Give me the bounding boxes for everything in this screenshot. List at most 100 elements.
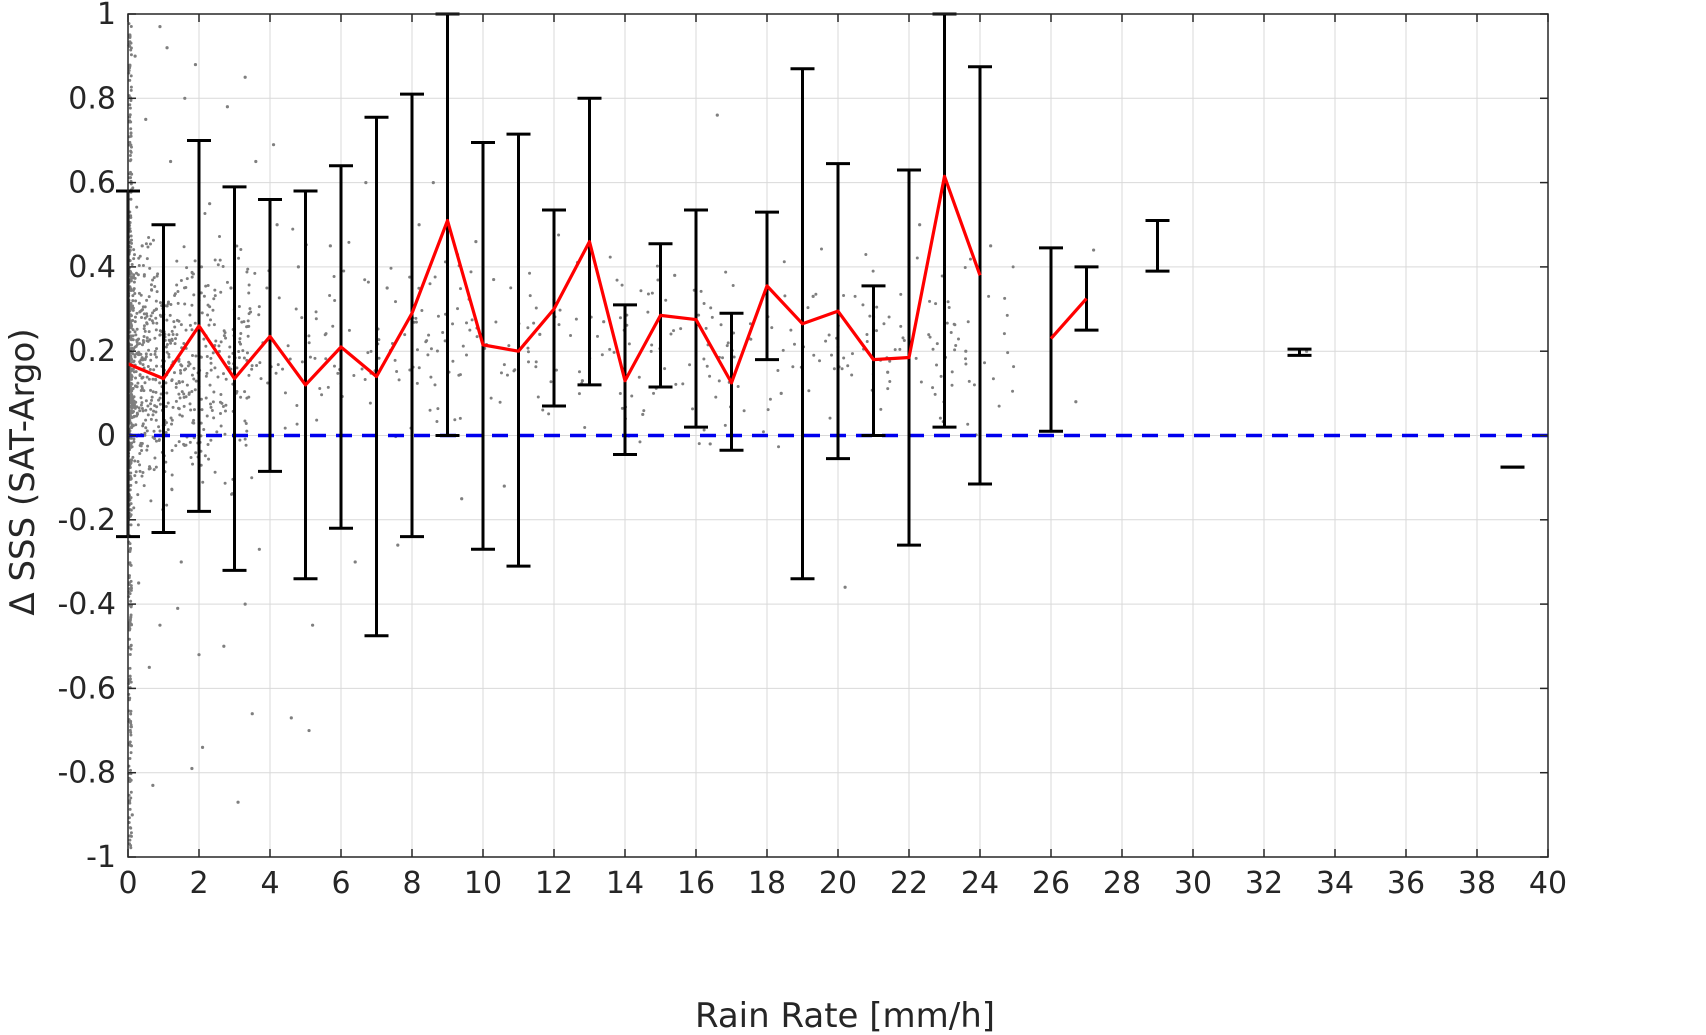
scatter-point [132, 287, 136, 291]
scatter-point [526, 360, 530, 364]
scatter-point [174, 399, 178, 403]
scatter-point [136, 493, 140, 497]
scatter-point [461, 344, 465, 348]
scatter-point [183, 302, 187, 306]
scatter-point [129, 523, 133, 527]
scatter-point [169, 159, 173, 164]
scatter-point [131, 308, 135, 312]
scatter-point [257, 305, 261, 309]
scatter-point [296, 265, 300, 269]
scatter-point [237, 304, 241, 308]
scatter-point [811, 294, 815, 299]
scatter-point [191, 354, 195, 358]
scatter-point [143, 431, 147, 435]
scatter-point [708, 442, 712, 446]
scatter-point [190, 303, 194, 307]
scatter-point [151, 311, 155, 315]
axes-frame [127, 13, 1549, 858]
scatter-point [933, 392, 937, 396]
scatter-point [129, 134, 133, 138]
scatter-point [153, 349, 157, 353]
scatter-point [129, 831, 133, 835]
scatter-point [170, 418, 174, 422]
scatter-point [223, 481, 227, 485]
scatter-point [216, 375, 220, 379]
scatter-point [128, 807, 132, 811]
scatter-point [153, 352, 157, 356]
scatter-point [499, 371, 503, 375]
scatter-point [901, 336, 905, 340]
scatter-point [193, 62, 198, 67]
scatter-point [887, 315, 891, 319]
scatter-point [154, 377, 158, 381]
scatter-point [717, 379, 721, 383]
scatter-point [250, 476, 254, 480]
scatter-point [333, 298, 337, 302]
scatter-point [169, 416, 173, 420]
scatter-point [709, 306, 713, 310]
scatter-point [842, 294, 846, 298]
scatter-point [192, 408, 196, 412]
scatter-point [281, 367, 285, 371]
scatter-point [176, 289, 180, 293]
scatter-point [140, 343, 144, 347]
scatter-point [180, 414, 184, 418]
scatter-point [146, 413, 150, 417]
scatter-point [128, 508, 132, 512]
scatter-point [213, 470, 217, 474]
scatter-point [615, 278, 619, 282]
scatter-point [145, 312, 149, 316]
scatter-point [177, 381, 181, 385]
scatter-point [169, 341, 173, 345]
scatter-point [133, 330, 137, 334]
scatter-point [314, 317, 318, 321]
scatter-point [656, 278, 660, 282]
scatter-point [152, 429, 156, 433]
scatter-point [200, 265, 204, 269]
scatter-point [236, 800, 240, 804]
scatter-point [868, 314, 872, 318]
scatter-point [389, 266, 393, 270]
scatter-point [178, 368, 182, 372]
scatter-point [458, 416, 462, 420]
scatter-point [149, 402, 153, 406]
scatter-point [888, 359, 892, 363]
scatter-point [169, 303, 173, 307]
scatter-point [435, 349, 439, 353]
scatter-point [170, 449, 174, 453]
scatter-point [128, 801, 132, 805]
scatter-point [242, 356, 246, 360]
scatter-point [554, 368, 558, 372]
scatter-point [172, 320, 176, 324]
scatter-point [154, 355, 158, 359]
scatter-point [154, 390, 158, 394]
scatter-point [183, 96, 187, 100]
scatter-point [827, 333, 831, 337]
scatter-point [145, 336, 149, 340]
scatter-point [824, 339, 828, 343]
scatter-point [164, 405, 168, 409]
scatter-point [475, 335, 479, 339]
scatter-point [950, 370, 954, 374]
scatter-point [708, 374, 712, 378]
scatter-point [158, 333, 162, 337]
scatter-point [211, 308, 215, 312]
scatter-point [220, 401, 224, 405]
scatter-point [136, 459, 140, 463]
scatter-point [129, 98, 133, 102]
scatter-point [148, 266, 152, 270]
scatter-point [151, 413, 155, 417]
scatter-point [246, 267, 250, 271]
scatter-point [353, 560, 357, 564]
scatter-point [425, 339, 429, 343]
scatter-point [736, 385, 740, 389]
scatter-point [608, 347, 612, 351]
scatter-point [331, 324, 335, 328]
scatter-point [176, 406, 180, 410]
scatter-point [307, 334, 311, 338]
scatter-point [128, 696, 132, 700]
scatter-point [147, 665, 151, 669]
scatter-point [967, 379, 971, 383]
scatter-point [140, 385, 144, 389]
scatter-point [129, 643, 133, 647]
